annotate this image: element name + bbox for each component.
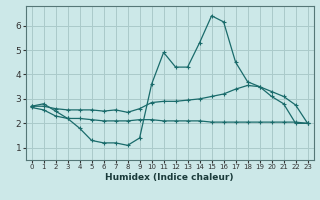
X-axis label: Humidex (Indice chaleur): Humidex (Indice chaleur) bbox=[105, 173, 234, 182]
